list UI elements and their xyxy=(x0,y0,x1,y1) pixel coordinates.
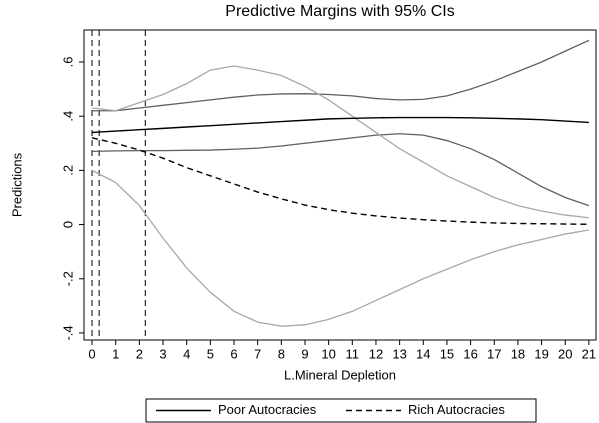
x-tick-label: 16 xyxy=(463,346,477,361)
x-tick-label: 2 xyxy=(136,346,143,361)
x-axis-title: L.Mineral Depletion xyxy=(284,367,396,382)
x-tick-label: 6 xyxy=(230,346,237,361)
y-tick-label: .4 xyxy=(60,111,75,122)
legend-label: Rich Autocracies xyxy=(408,402,505,417)
chart-title: Predictive Margins with 95% CIs xyxy=(225,3,454,20)
x-tick-label: 15 xyxy=(440,346,454,361)
ci-lower-line xyxy=(91,169,590,327)
x-tick-label: 5 xyxy=(207,346,214,361)
legend-box xyxy=(145,398,537,423)
x-tick-label: 12 xyxy=(369,346,383,361)
y-tick-label: .6 xyxy=(60,57,75,68)
x-tick-label: 18 xyxy=(511,346,525,361)
x-tick-label: 10 xyxy=(321,346,335,361)
x-tick-label: 7 xyxy=(254,346,261,361)
ci-lower-line xyxy=(92,133,590,207)
x-tick-label: 3 xyxy=(159,346,166,361)
x-tick-label: 1 xyxy=(112,346,119,361)
x-tick-label: 13 xyxy=(392,346,406,361)
ci-upper-line xyxy=(91,65,589,219)
y-tick-label: -.2 xyxy=(60,271,75,286)
x-tick-label: 21 xyxy=(582,346,596,361)
x-tick-label: 8 xyxy=(278,346,285,361)
plot-frame xyxy=(83,29,597,341)
x-tick-label: 17 xyxy=(487,346,501,361)
y-tick-label: .2 xyxy=(60,165,75,176)
x-tick-label: 14 xyxy=(416,346,430,361)
legend-label: Poor Autocracies xyxy=(218,402,317,417)
x-tick-label: 11 xyxy=(346,346,360,361)
x-tick-label: 9 xyxy=(301,346,308,361)
series-line xyxy=(91,137,589,225)
x-tick-label: 0 xyxy=(88,346,95,361)
x-tick-label: 4 xyxy=(183,346,190,361)
y-tick-label: -.4 xyxy=(60,325,75,340)
ci-upper-line xyxy=(92,39,590,112)
x-tick-label: 20 xyxy=(558,346,572,361)
y-axis-title: Predictions xyxy=(9,152,24,217)
series-line xyxy=(92,116,589,134)
x-tick-label: 19 xyxy=(534,346,548,361)
y-tick-label: 0 xyxy=(60,221,75,228)
